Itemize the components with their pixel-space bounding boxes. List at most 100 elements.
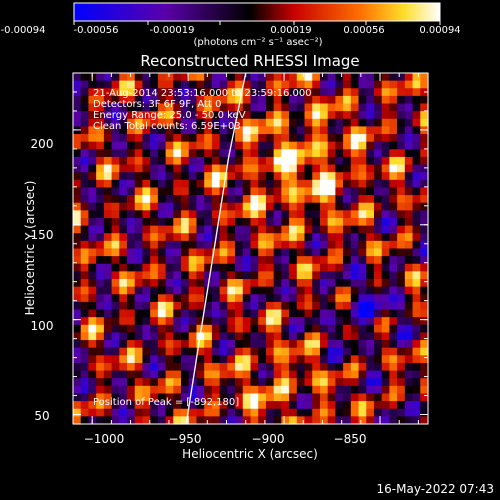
heatmap-cell	[412, 95, 421, 105]
heatmap-cell	[219, 172, 228, 181]
heatmap-cell	[258, 256, 267, 265]
heatmap-cell	[304, 217, 313, 227]
heatmap-cell	[420, 225, 429, 234]
heatmap-cell	[188, 240, 198, 250]
heatmap-cell	[389, 279, 398, 288]
heatmap-cell	[219, 149, 228, 158]
heatmap-cell	[273, 217, 282, 227]
heatmap-cell	[296, 225, 306, 234]
heatmap-cell	[335, 416, 344, 425]
heatmap-cell	[397, 187, 406, 196]
heatmap-cell	[250, 385, 259, 395]
heatmap-cell	[265, 217, 275, 227]
heatmap-cell	[103, 416, 113, 425]
heatmap-cell	[420, 240, 429, 250]
heatmap-cell	[296, 233, 306, 242]
heatmap-cell	[327, 149, 336, 158]
heatmap-cell	[181, 301, 190, 311]
heatmap-cell	[343, 408, 352, 417]
heatmap-cell	[235, 73, 244, 82]
heatmap-cell	[196, 179, 205, 189]
heatmap-cell	[358, 225, 367, 234]
heatmap-cell	[219, 111, 228, 120]
heatmap-cell	[88, 263, 97, 272]
heatmap-cell	[420, 286, 429, 295]
heatmap-cell	[134, 134, 144, 143]
heatmap-cell	[319, 271, 329, 280]
heatmap-cell	[350, 95, 360, 105]
heatmap-cell	[304, 164, 313, 173]
heatmap-cell	[103, 286, 113, 295]
heatmap-cell	[196, 141, 205, 150]
heatmap-cell	[404, 240, 414, 250]
heatmap-cell	[134, 393, 144, 402]
heatmap-cell	[157, 118, 167, 128]
heatmap-cell	[103, 164, 113, 173]
heatmap-cell	[358, 141, 367, 150]
heatmap-cell	[150, 156, 159, 166]
heatmap-cell	[127, 347, 136, 356]
heatmap-cell	[289, 156, 298, 166]
heatmap-cell	[173, 179, 182, 189]
heatmap-cell	[204, 294, 213, 303]
heatmap-cell	[366, 340, 375, 349]
heatmap-cell	[312, 141, 321, 150]
heatmap-cell	[157, 80, 167, 89]
heatmap-cell	[196, 187, 205, 196]
heatmap-cell	[181, 385, 190, 395]
heatmap-cell	[119, 324, 128, 334]
heatmap-cell	[188, 80, 198, 89]
heatmap-cell	[412, 347, 421, 356]
heatmap-cell	[96, 340, 105, 349]
heatmap-cell	[242, 248, 252, 257]
heatmap-cell	[96, 195, 105, 204]
heatmap-cell	[219, 88, 228, 97]
heatmap-cell	[227, 240, 236, 250]
heatmap-cell	[242, 393, 252, 402]
heatmap-cell	[173, 301, 182, 311]
heatmap-cell	[142, 80, 151, 89]
heatmap-cell	[127, 111, 136, 120]
heatmap-cell	[404, 164, 414, 173]
heatmap-cell	[289, 217, 298, 227]
heatmap-cell	[188, 95, 198, 105]
heatmap-cell	[103, 126, 113, 135]
heatmap-cell	[196, 393, 205, 402]
heatmap-cell	[296, 202, 306, 211]
info-detectors: Detectors: 3F 6F 9F, Att 0	[93, 99, 222, 110]
y-tick-label: 200	[30, 137, 54, 151]
heatmap-cell	[150, 240, 159, 250]
heatmap-cell	[250, 279, 259, 288]
heatmap-cell	[358, 187, 367, 196]
heatmap-cell	[111, 134, 120, 143]
heatmap-cell	[73, 103, 82, 112]
heatmap-cell	[289, 141, 298, 150]
heatmap-cell	[96, 355, 105, 364]
heatmap-cell	[80, 225, 90, 234]
heatmap-cell	[265, 149, 275, 158]
heatmap-cell	[265, 393, 275, 402]
heatmap-cell	[142, 393, 151, 402]
heatmap-cell	[127, 88, 136, 97]
heatmap-cell	[96, 301, 105, 311]
heatmap-cell	[150, 279, 159, 288]
heatmap-cell	[111, 95, 120, 105]
heatmap-cell	[389, 73, 398, 82]
heatmap-cell	[343, 195, 352, 204]
heatmap-cell	[219, 393, 228, 402]
heatmap-cell	[373, 294, 383, 303]
heatmap-cell	[373, 370, 383, 379]
heatmap-cell	[173, 126, 182, 135]
heatmap-cell	[211, 317, 221, 326]
heatmap-cell	[289, 286, 298, 295]
heatmap-cell	[204, 416, 213, 425]
heatmap-cell	[319, 416, 329, 425]
heatmap-cell	[188, 233, 198, 242]
heatmap-cell	[250, 88, 259, 97]
heatmap-cell	[265, 95, 275, 105]
heatmap-cell	[150, 370, 159, 379]
heatmap-cell	[358, 233, 367, 242]
heatmap-cell	[119, 73, 128, 82]
heatmap-cell	[173, 217, 182, 227]
heatmap-cell	[350, 408, 360, 417]
